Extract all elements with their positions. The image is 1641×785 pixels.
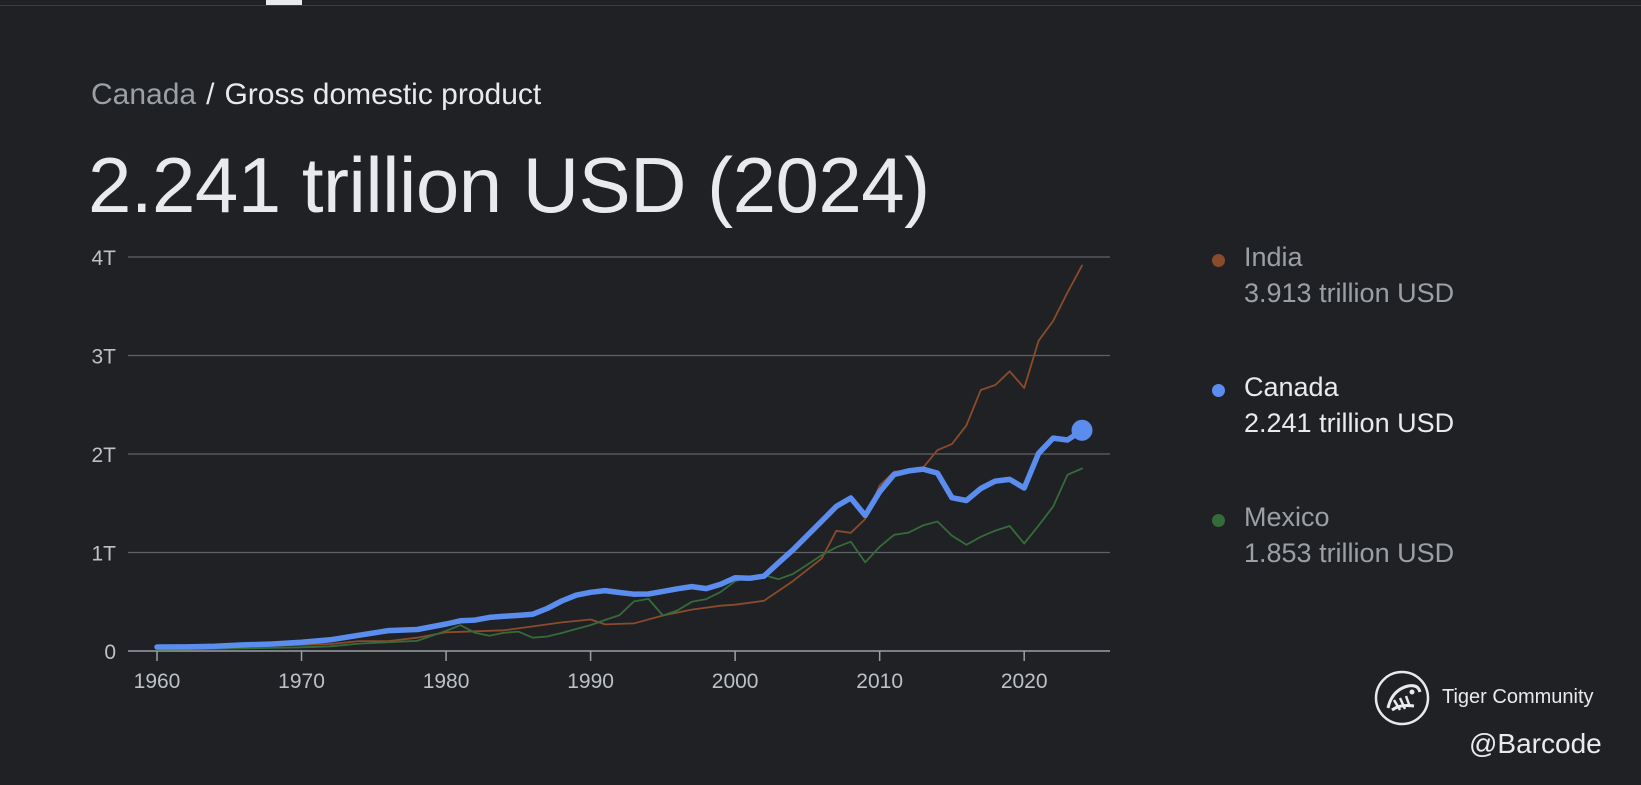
breadcrumb: Canada / Gross domestic product [91,78,541,112]
breadcrumb-separator: / [206,78,215,111]
legend-item-india[interactable]: India 3.913 trillion USD [1212,242,1512,372]
legend-value-india: 3.913 trillion USD [1244,278,1455,308]
tiger-logo-icon [1374,670,1430,726]
series-line-canada [154,427,1085,650]
x-tick-label: 1970 [278,670,325,693]
y-tick-label: 0 [104,641,116,664]
active-tab-indicator [266,0,302,5]
x-tick-label: 2000 [712,670,759,693]
headline-value: 2.241 trillion USD (2024) [88,141,930,229]
legend-value-canada: 2.241 trillion USD [1244,408,1455,438]
y-tick-label: 3T [91,346,116,369]
watermark-brand: Tiger Community [1442,686,1594,708]
x-tick-label: 2010 [856,670,903,693]
legend-item-canada[interactable]: Canada 2.241 trillion USD [1212,372,1512,502]
breadcrumb-country[interactable]: Canada [91,78,197,111]
legend-name-canada: Canada [1244,372,1339,402]
x-tick-label: 2020 [1001,670,1048,693]
legend: India 3.913 trillion USD Canada 2.241 tr… [1212,242,1512,632]
india-dot-icon [1212,254,1225,267]
x-tick-label: 1980 [423,670,470,693]
x-tick-label: 1990 [567,670,614,693]
series-line-mexico [156,467,1083,651]
breadcrumb-metric: Gross domestic product [224,78,542,111]
mexico-dot-icon [1212,514,1225,527]
y-tick-label: 1T [91,543,116,566]
top-bar [0,0,1641,6]
legend-name-india: India [1244,242,1303,272]
series-endpoint-canada [1071,419,1093,441]
y-tick-label: 4T [91,247,116,270]
legend-item-mexico[interactable]: Mexico 1.853 trillion USD [1212,502,1512,632]
legend-value-mexico: 1.853 trillion USD [1244,538,1455,568]
canada-dot-icon [1212,384,1225,397]
gdp-line-chart[interactable]: 0 1T 2T 3T 4T 1960 1970 1980 1990 2000 2010 2020 [0,235,1110,705]
y-tick-label: 2T [91,444,116,467]
watermark-credit: @Barcode [1469,728,1602,759]
x-tick-label: 1960 [134,670,181,693]
series-line-india [156,264,1083,649]
legend-name-mexico: Mexico [1244,502,1330,532]
